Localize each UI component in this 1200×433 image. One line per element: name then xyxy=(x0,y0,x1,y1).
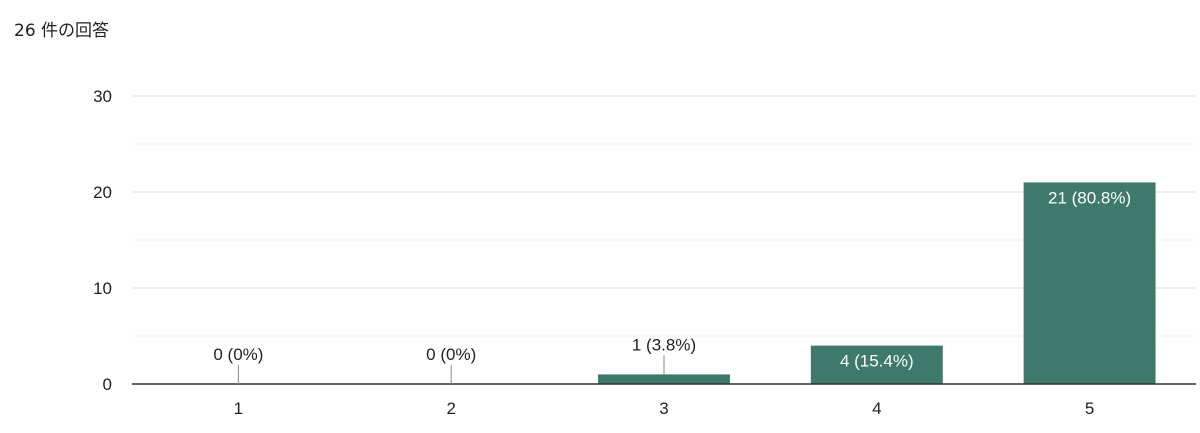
x-tick-label: 2 xyxy=(446,399,455,418)
data-label: 21 (80.8%) xyxy=(1048,188,1131,207)
data-label: 4 (15.4%) xyxy=(840,352,914,371)
data-labels: 0 (0%) 0 (0%) 1 (3.8%) 4 (15.4%) 21 (80.8%) xyxy=(213,188,1131,384)
x-axis: 1 2 3 4 5 xyxy=(234,399,1095,418)
x-tick-label: 1 xyxy=(234,399,243,418)
bar xyxy=(1023,182,1156,384)
bars xyxy=(598,182,1156,384)
bar xyxy=(810,345,943,384)
y-tick-label: 10 xyxy=(93,279,112,298)
data-label: 1 (3.8%) xyxy=(632,335,696,354)
data-label: 0 (0%) xyxy=(213,345,263,364)
data-label: 0 (0%) xyxy=(426,345,476,364)
y-tick-label: 20 xyxy=(93,183,112,202)
response-count: 26 件の回答 xyxy=(14,21,110,41)
x-tick-label: 3 xyxy=(659,399,668,418)
y-axis: 0 10 20 30 xyxy=(93,87,112,394)
gridlines xyxy=(132,95,1196,337)
x-tick-label: 4 xyxy=(872,399,881,418)
x-tick-label: 5 xyxy=(1085,399,1094,418)
bar xyxy=(598,374,730,384)
y-tick-label: 30 xyxy=(93,87,112,106)
y-tick-label: 0 xyxy=(103,375,112,394)
